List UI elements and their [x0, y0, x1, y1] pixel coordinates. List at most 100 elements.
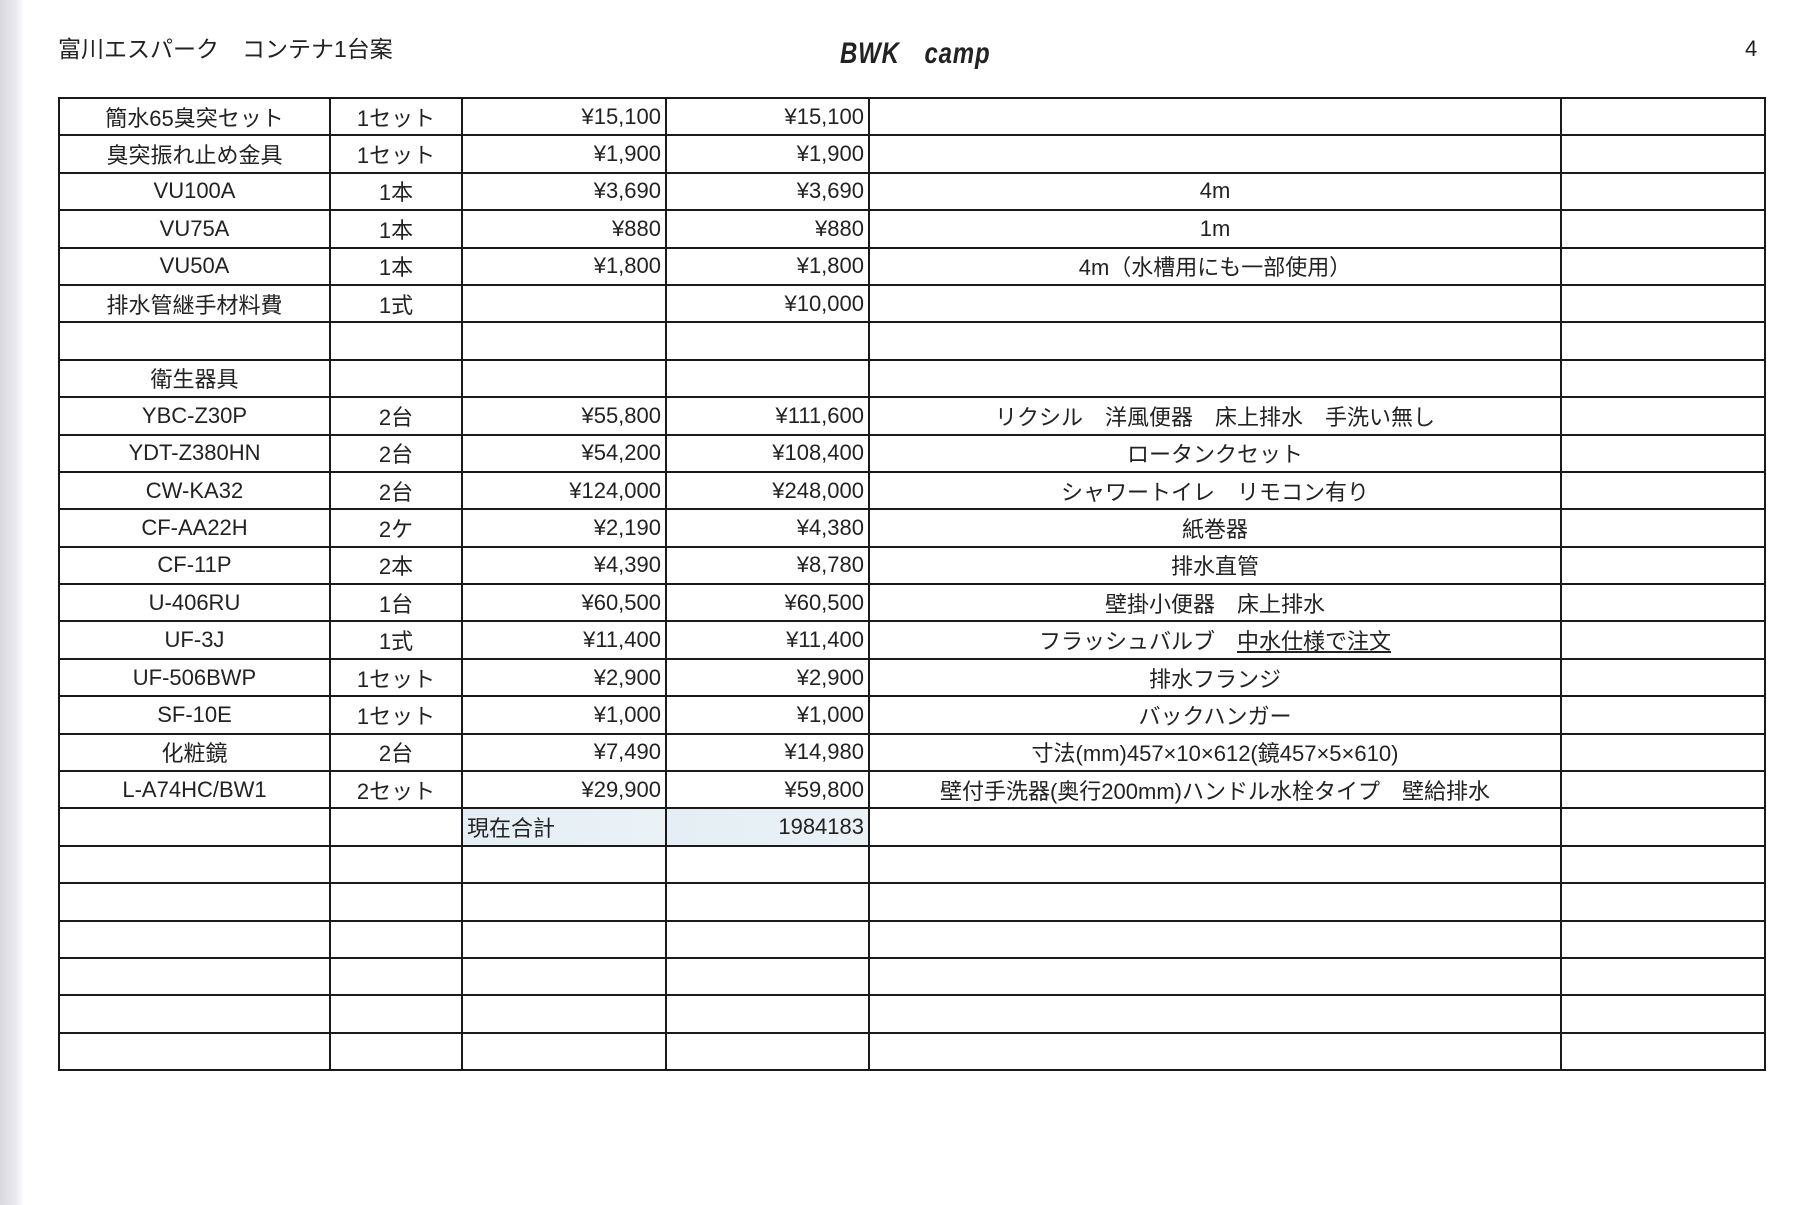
- quantity-cell: 1本: [329, 209, 463, 249]
- note-cell: [868, 321, 1562, 361]
- item-name-cell: [58, 882, 331, 922]
- amount-cell: ¥108,400: [665, 433, 870, 473]
- total-value: 1984183: [665, 807, 870, 847]
- table-row: [58, 321, 1766, 361]
- extra-cell: [1560, 695, 1766, 735]
- extra-cell: [1560, 283, 1766, 324]
- table-row: CF-11P 2本 ¥4,390 ¥8,780 排水直管: [58, 545, 1766, 586]
- quantity-cell: 1セット: [329, 657, 463, 698]
- note-cell: 4m: [868, 171, 1562, 212]
- quantity-cell: 2台: [329, 732, 463, 773]
- note-cell: 紙巻器: [868, 508, 1562, 548]
- unit-price-cell: ¥2,190: [461, 508, 667, 548]
- unit-price-cell: [461, 994, 667, 1034]
- quantity-cell: 1台: [329, 583, 463, 623]
- unit-price-cell: ¥54,200: [461, 433, 667, 473]
- extra-cell: [1560, 844, 1766, 885]
- note-cell: [868, 844, 1562, 885]
- item-name-cell: VU100A: [58, 171, 331, 212]
- table-row: 排水管継手材料費 1式 ¥10,000: [58, 283, 1766, 324]
- extra-cell: [1560, 956, 1766, 997]
- table-row: UF-506BWP 1セット ¥2,900 ¥2,900 排水フランジ: [58, 657, 1766, 698]
- amount-cell: ¥2,900: [665, 657, 870, 698]
- quantity-cell: 1セット: [329, 96, 463, 137]
- note-cell: [868, 882, 1562, 922]
- table-row: CF-AA22H 2ケ ¥2,190 ¥4,380 紙巻器: [58, 508, 1766, 548]
- table-row: YDT-Z380HN 2台 ¥54,200 ¥108,400 ロータンクセット: [58, 433, 1766, 473]
- extra-cell: [1560, 321, 1766, 361]
- extra-cell: [1560, 508, 1766, 548]
- table-row: U-406RU 1台 ¥60,500 ¥60,500 壁掛小便器 床上排水: [58, 583, 1766, 623]
- note-cell: [868, 919, 1562, 959]
- item-name-cell: UF-3J: [58, 620, 331, 660]
- note-text: フラッシュバルブ: [1038, 629, 1237, 655]
- amount-cell: [665, 919, 870, 959]
- item-name-cell: [58, 321, 331, 361]
- extra-cell: [1560, 134, 1766, 174]
- amount-cell: ¥1,800: [665, 246, 870, 286]
- unit-price-cell: ¥55,800: [461, 396, 667, 436]
- total-label: 現在合計: [461, 807, 667, 847]
- quantity-cell: 2本: [329, 545, 463, 586]
- amount-cell: [665, 321, 870, 361]
- note-cell: ロータンクセット: [868, 433, 1562, 473]
- item-name-cell: 化粧鏡: [58, 732, 331, 773]
- quantity-cell: [329, 321, 463, 361]
- item-name-cell: CW-KA32: [58, 470, 331, 511]
- extra-cell: [1560, 807, 1766, 847]
- table-row: [58, 844, 1766, 885]
- item-name-cell: UF-506BWP: [58, 657, 331, 698]
- item-name-cell: [58, 844, 331, 885]
- note-cell: 寸法(mm)457×10×612(鏡457×5×610): [868, 732, 1562, 773]
- note-cell: [868, 807, 1562, 847]
- item-name-cell: L-A74HC/BW1: [58, 770, 331, 810]
- amount-cell: [665, 358, 870, 399]
- amount-cell: ¥10,000: [665, 283, 870, 324]
- quantity-cell: [329, 358, 463, 399]
- amount-cell: ¥1,000: [665, 695, 870, 735]
- amount-cell: ¥4,380: [665, 508, 870, 548]
- table-row: L-A74HC/BW1 2セット ¥29,900 ¥59,800 壁付手洗器(奥行200…: [58, 770, 1766, 810]
- table-row: VU100A 1本 ¥3,690 ¥3,690 4m: [58, 171, 1766, 212]
- table-row: 化粧鏡 2台 ¥7,490 ¥14,980 寸法(mm)457×10×612(鏡457×…: [58, 732, 1766, 773]
- note-cell: 4m（水槽用にも一部使用）: [868, 246, 1562, 286]
- page-edge-shadow: [0, 0, 24, 1205]
- note-cell: [868, 96, 1562, 137]
- item-name-cell: VU75A: [58, 209, 331, 249]
- note-cell: 壁付手洗器(奥行200mm)ハンドル水栓タイプ 壁給排水: [868, 770, 1562, 810]
- extra-cell: [1560, 396, 1766, 436]
- note-cell: [868, 1031, 1562, 1072]
- quantity-cell: 1式: [329, 620, 463, 660]
- extra-cell: [1560, 545, 1766, 586]
- unit-price-cell: ¥7,490: [461, 732, 667, 773]
- amount-cell: [665, 956, 870, 997]
- extra-cell: [1560, 732, 1766, 773]
- amount-cell: [665, 994, 870, 1034]
- unit-price-cell: [461, 358, 667, 399]
- extra-cell: [1560, 246, 1766, 286]
- extra-cell: [1560, 1031, 1766, 1072]
- unit-price-cell: ¥4,390: [461, 545, 667, 586]
- unit-price-cell: ¥29,900: [461, 770, 667, 810]
- note-cell: 壁掛小便器 床上排水: [868, 583, 1562, 623]
- note-cell: 排水フランジ: [868, 657, 1562, 698]
- amount-cell: ¥11,400: [665, 620, 870, 660]
- extra-cell: [1560, 919, 1766, 959]
- unit-price-cell: ¥60,500: [461, 583, 667, 623]
- item-name-cell: YDT-Z380HN: [58, 433, 331, 473]
- table-row: [58, 1031, 1766, 1072]
- extra-cell: [1560, 433, 1766, 473]
- unit-price-cell: ¥1,800: [461, 246, 667, 286]
- item-name-cell: VU50A: [58, 246, 331, 286]
- company-logo-text: BWK camp: [840, 37, 991, 70]
- item-name-cell: SF-10E: [58, 695, 331, 735]
- amount-cell: ¥880: [665, 209, 870, 249]
- item-name-cell: [58, 956, 331, 997]
- quantity-cell: [329, 807, 463, 847]
- table-row: 簡水65臭突セット 1セット ¥15,100 ¥15,100: [58, 96, 1766, 137]
- unit-price-cell: [461, 321, 667, 361]
- amount-cell: ¥1,900: [665, 134, 870, 174]
- quantity-cell: 1セット: [329, 695, 463, 735]
- unit-price-cell: ¥1,000: [461, 695, 667, 735]
- note-cell: フラッシュバルブ 中水仕様で注文: [868, 620, 1562, 660]
